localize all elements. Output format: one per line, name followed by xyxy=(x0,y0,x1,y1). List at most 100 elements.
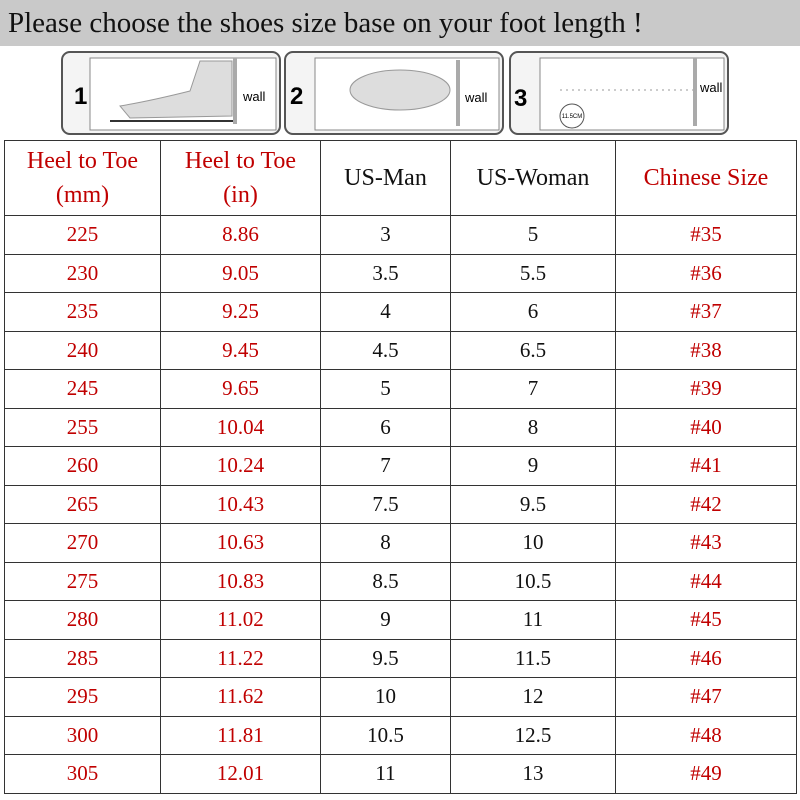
table-cell: 4 xyxy=(320,292,451,332)
header-text: (in) xyxy=(223,182,258,208)
table-cell: 9 xyxy=(320,600,451,640)
table-row: 270 10.63 8 10 #43 xyxy=(4,523,797,563)
step-panel: 2 wall xyxy=(284,51,504,135)
header-cell: Heel to Toe (mm) xyxy=(4,140,161,216)
header-text: US-Man xyxy=(344,165,427,191)
table-cell: 275 xyxy=(4,561,161,601)
table-cell: #42 xyxy=(615,484,797,524)
table-cell: 8.86 xyxy=(160,215,321,255)
table-cell: 8.5 xyxy=(320,561,451,601)
table-cell: #44 xyxy=(615,561,797,601)
table-cell: 9.25 xyxy=(160,292,321,332)
table-cell: 5 xyxy=(320,369,451,409)
table-cell: 9 xyxy=(450,446,616,486)
table-cell: 12.01 xyxy=(160,754,321,794)
table-row: 260 10.24 7 9 #41 xyxy=(4,446,797,486)
table-cell: 12 xyxy=(450,677,616,717)
table-row: 235 9.25 4 6 #37 xyxy=(4,292,797,332)
step-panel: 3 wall 11.5CM xyxy=(509,51,729,135)
table-cell: #39 xyxy=(615,369,797,409)
header-text: (mm) xyxy=(55,182,110,208)
header-text: US-Woman xyxy=(476,165,590,191)
table-cell: 11.22 xyxy=(160,638,321,678)
table-cell: 225 xyxy=(4,215,161,255)
step-number: 3 xyxy=(514,85,527,112)
size-table: Heel to Toe (mm) Heel to Toe (in) US-Man US-W… xyxy=(4,140,797,794)
table-row: 230 9.05 3.5 5.5 #36 xyxy=(4,253,797,293)
table-cell: 11 xyxy=(450,600,616,640)
table-cell: 10.63 xyxy=(160,523,321,563)
table-cell: #40 xyxy=(615,407,797,447)
table-row: 280 11.02 9 11 #45 xyxy=(4,600,797,640)
table-cell: 11.81 xyxy=(160,715,321,755)
step-number: 2 xyxy=(290,83,303,110)
table-cell: 10.24 xyxy=(160,446,321,486)
table-cell: 9.5 xyxy=(450,484,616,524)
table-cell: 10 xyxy=(320,677,451,717)
table-cell: #38 xyxy=(615,330,797,370)
table-cell: #45 xyxy=(615,600,797,640)
table-cell: 11.02 xyxy=(160,600,321,640)
table-cell: #35 xyxy=(615,215,797,255)
table-cell: #41 xyxy=(615,446,797,486)
table-cell: 10.04 xyxy=(160,407,321,447)
table-cell: 255 xyxy=(4,407,161,447)
header-text: Chinese Size xyxy=(643,165,769,191)
header-row: Heel to Toe (mm) Heel to Toe (in) US-Man US-W… xyxy=(4,140,797,216)
header-cell: US-Woman xyxy=(450,140,616,216)
title: Please choose the shoes size base on you… xyxy=(0,0,800,46)
table-cell: 5 xyxy=(450,215,616,255)
table-row: 245 9.65 5 7 #39 xyxy=(4,369,797,409)
table-cell: 4.5 xyxy=(320,330,451,370)
header-text: Heel to Toe xyxy=(26,148,139,174)
table-cell: #43 xyxy=(615,523,797,563)
table-row: 265 10.43 7.5 9.5 #42 xyxy=(4,484,797,524)
table-cell: #47 xyxy=(615,677,797,717)
table-cell: 11.62 xyxy=(160,677,321,717)
table-cell: 10 xyxy=(450,523,616,563)
table-cell: 12.5 xyxy=(450,715,616,755)
table-cell: 11 xyxy=(320,754,451,794)
table-cell: 11.5 xyxy=(450,638,616,678)
table-cell: 5.5 xyxy=(450,253,616,293)
table-row: 255 10.04 6 8 #40 xyxy=(4,407,797,447)
table-cell: #46 xyxy=(615,638,797,678)
table-cell: 6 xyxy=(320,407,451,447)
table-cell: 7 xyxy=(320,446,451,486)
table-cell: #49 xyxy=(615,754,797,794)
table-cell: 9.65 xyxy=(160,369,321,409)
table-cell: 13 xyxy=(450,754,616,794)
table-cell: 10.5 xyxy=(450,561,616,601)
table-cell: 295 xyxy=(4,677,161,717)
table-row: 225 8.86 3 5 #35 xyxy=(4,215,797,255)
table-cell: 270 xyxy=(4,523,161,563)
table-cell: 8 xyxy=(320,523,451,563)
table-row: 305 12.01 11 13 #49 xyxy=(4,754,797,794)
table-cell: 240 xyxy=(4,330,161,370)
instructions: 1 wall 2 wall 3 wall 11.5CM xyxy=(61,51,729,135)
table-cell: 245 xyxy=(4,369,161,409)
table-cell: 265 xyxy=(4,484,161,524)
table-cell: 3 xyxy=(320,215,451,255)
step-label: wall xyxy=(242,89,266,104)
table-cell: 10.83 xyxy=(160,561,321,601)
table-cell: 7.5 xyxy=(320,484,451,524)
table-cell: 8 xyxy=(450,407,616,447)
table-cell: #48 xyxy=(615,715,797,755)
table-row: 285 11.22 9.5 11.5 #46 xyxy=(4,638,797,678)
step-number: 1 xyxy=(74,83,87,110)
table-cell: 280 xyxy=(4,600,161,640)
table-cell: 9.05 xyxy=(160,253,321,293)
table-cell: 9.45 xyxy=(160,330,321,370)
table-row: 300 11.81 10.5 12.5 #48 xyxy=(4,715,797,755)
table-cell: 285 xyxy=(4,638,161,678)
step-label: wall xyxy=(464,90,488,105)
table-cell: 10.43 xyxy=(160,484,321,524)
table-cell: 230 xyxy=(4,253,161,293)
step-panel: 1 wall xyxy=(61,51,281,135)
table-row: 275 10.83 8.5 10.5 #44 xyxy=(4,561,797,601)
header-cell: Heel to Toe (in) xyxy=(160,140,321,216)
table-cell: #37 xyxy=(615,292,797,332)
table-row: 240 9.45 4.5 6.5 #38 xyxy=(4,330,797,370)
